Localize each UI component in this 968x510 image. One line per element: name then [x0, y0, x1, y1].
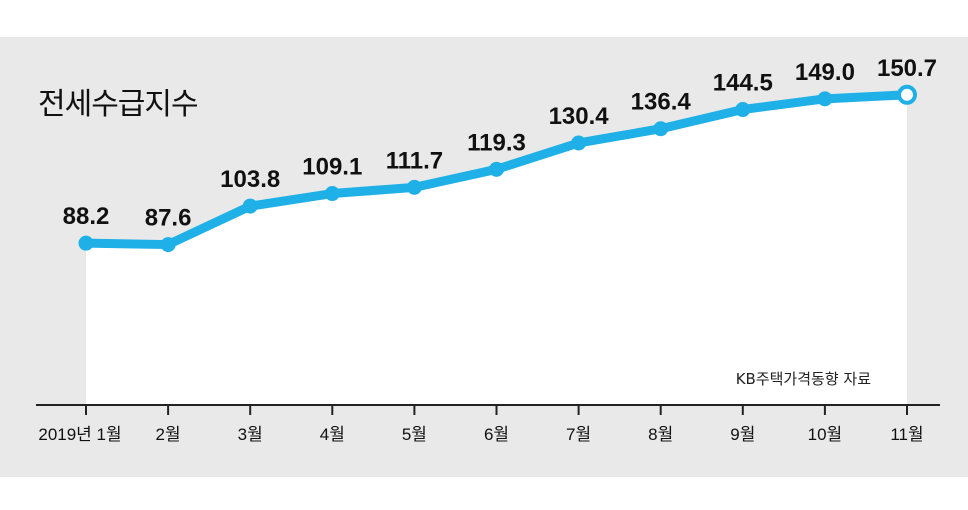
data-point [817, 91, 833, 107]
data-label: 130.4 [549, 103, 610, 130]
data-label: 119.3 [467, 129, 526, 156]
data-label: 111.7 [386, 147, 443, 174]
data-point [324, 186, 340, 202]
x-tick-label: 3월 [238, 425, 263, 444]
x-tick-label: 8월 [648, 425, 673, 444]
data-label: 109.1 [302, 154, 362, 181]
data-point [735, 102, 751, 118]
data-label: 144.5 [713, 70, 773, 97]
x-tick-label: 9월 [730, 425, 755, 444]
data-label: 87.6 [145, 205, 192, 232]
data-point [489, 161, 504, 177]
data-point [160, 237, 176, 253]
data-label: 136.4 [631, 89, 692, 116]
data-point [571, 135, 587, 151]
area-fill [86, 94, 907, 406]
data-point [242, 198, 258, 214]
data-point [78, 235, 94, 251]
data-point [897, 84, 917, 105]
chart-title: 전세수급지수 [38, 87, 198, 122]
x-tick-label: 2019년 1월 [38, 425, 121, 444]
data-point [406, 179, 422, 195]
x-tick-label: 4월 [320, 425, 345, 444]
x-tick-label: 5월 [402, 425, 427, 444]
x-tick-label: 10월 [808, 425, 843, 444]
data-point [653, 121, 669, 137]
chart-source: KB주택가격동향 자료 [736, 370, 871, 388]
data-label: 103.8 [220, 166, 280, 193]
x-tick-label: 7월 [566, 425, 591, 444]
data-label: 149.0 [795, 59, 855, 86]
x-tick-label: 6월 [484, 425, 509, 444]
data-label: 88.2 [63, 203, 110, 230]
x-tick-label: 11월 [890, 425, 923, 444]
x-tick-label: 2월 [156, 425, 181, 444]
data-label: 150.7 [877, 55, 937, 82]
